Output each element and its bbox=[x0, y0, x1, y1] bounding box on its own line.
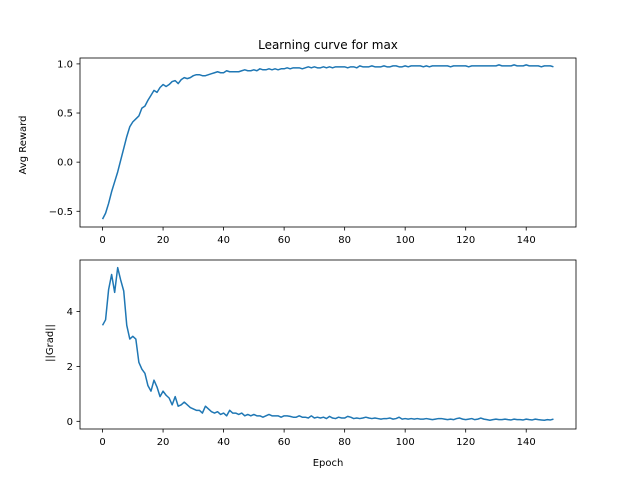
x-tick-label: 0 bbox=[99, 235, 105, 246]
x-tick-label: 60 bbox=[278, 437, 291, 448]
y-tick-label: 2 bbox=[67, 362, 73, 373]
x-tick-label: 20 bbox=[157, 437, 170, 448]
x-axis-label: Epoch bbox=[313, 458, 344, 469]
x-tick-label: 0 bbox=[99, 437, 105, 448]
x-tick-label: 80 bbox=[338, 235, 351, 246]
x-tick-label: 60 bbox=[278, 235, 291, 246]
x-tick-label: 120 bbox=[456, 437, 475, 448]
grad-chart: 0 20 40 60 80 100 120 140 0 2 4 ||Grad|| Epoch bbox=[45, 259, 577, 469]
x-tick-label: 120 bbox=[456, 235, 475, 246]
y-tick-label: 4 bbox=[67, 307, 73, 318]
x-tick-label: 40 bbox=[217, 235, 230, 246]
x-tick-label: 100 bbox=[396, 235, 415, 246]
x-tick-label: 140 bbox=[517, 437, 536, 448]
y-axis-label: Avg Reward bbox=[18, 116, 29, 175]
y-tick-label: 1.0 bbox=[57, 59, 73, 70]
series-line bbox=[101, 64, 554, 220]
y-tick-label: 0.0 bbox=[57, 158, 73, 169]
axes-frame bbox=[79, 259, 577, 430]
reward-chart: Learning curve for max 0 20 40 60 80 100 120 14… bbox=[18, 38, 577, 246]
axes-frame bbox=[79, 57, 577, 228]
series-line bbox=[101, 266, 554, 421]
x-tick-label: 100 bbox=[396, 437, 415, 448]
x-tick-label: 20 bbox=[157, 235, 170, 246]
x-tick-label: 40 bbox=[217, 437, 230, 448]
x-tick-label: 140 bbox=[517, 235, 536, 246]
y-tick-label: 0 bbox=[67, 417, 73, 428]
reward-plot-area: 0 20 40 60 80 100 120 140 −0.5 0.0 0.5 1.0 bbox=[49, 57, 577, 246]
y-tick-label: 0.5 bbox=[57, 109, 73, 120]
y-axis-label: ||Grad|| bbox=[45, 324, 56, 362]
chart-title: Learning curve for max bbox=[258, 38, 398, 52]
grad-plot-area: 0 20 40 60 80 100 120 140 0 2 4 bbox=[67, 259, 577, 448]
x-tick-label: 80 bbox=[338, 437, 351, 448]
y-tick-label: −0.5 bbox=[49, 207, 73, 218]
